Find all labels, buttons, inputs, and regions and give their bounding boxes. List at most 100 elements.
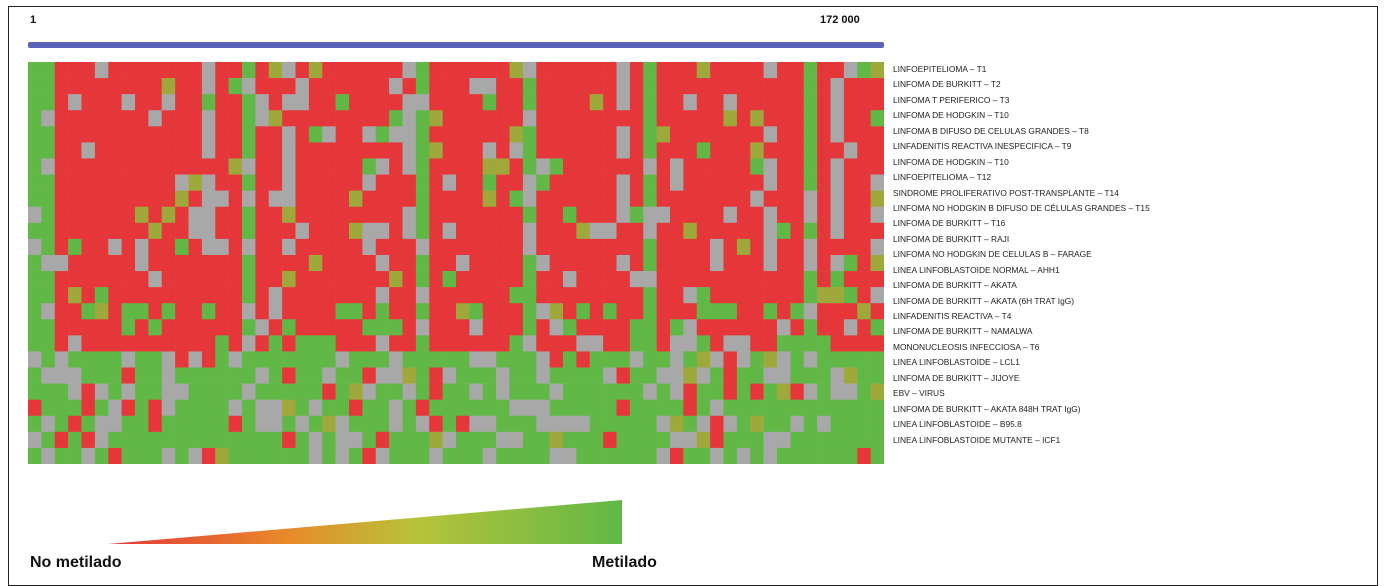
heatmap-cell bbox=[362, 238, 377, 256]
heatmap-cell bbox=[870, 206, 884, 224]
heatmap-cell bbox=[255, 190, 270, 208]
heatmap-cell bbox=[442, 62, 457, 79]
heatmap-cell bbox=[188, 415, 203, 433]
heatmap-cell bbox=[415, 415, 430, 433]
heatmap-cell bbox=[175, 303, 189, 320]
heatmap-cell bbox=[362, 158, 377, 175]
heatmap-cell bbox=[683, 158, 698, 175]
heatmap-cell bbox=[54, 94, 69, 111]
heatmap-cell bbox=[148, 222, 163, 240]
heatmap-cell bbox=[415, 222, 430, 240]
heatmap-cell bbox=[335, 158, 350, 175]
heatmap-cell bbox=[295, 238, 310, 256]
heatmap-cell bbox=[255, 367, 270, 384]
heatmap-cell bbox=[723, 271, 738, 288]
heatmap-cell bbox=[456, 287, 470, 304]
heatmap-cell bbox=[322, 62, 336, 79]
heatmap-cell bbox=[817, 78, 831, 95]
heatmap-cell bbox=[429, 319, 443, 336]
heatmap-cell bbox=[696, 94, 711, 111]
heatmap-cell bbox=[496, 78, 510, 95]
heatmap-cell bbox=[429, 287, 443, 304]
heatmap-cell bbox=[803, 303, 818, 320]
heatmap-cell bbox=[683, 415, 698, 433]
heatmap-cell bbox=[643, 62, 657, 79]
heatmap-cell bbox=[228, 78, 243, 95]
heatmap-cell bbox=[161, 415, 176, 433]
heatmap-cell bbox=[295, 158, 310, 175]
heatmap-cell bbox=[28, 174, 42, 191]
heatmap-cell bbox=[456, 271, 470, 288]
heatmap-cell bbox=[148, 319, 163, 336]
heatmap-cell bbox=[656, 238, 671, 256]
heatmap-cell bbox=[777, 78, 791, 95]
heatmap-cell bbox=[710, 287, 724, 304]
heatmap-cell bbox=[736, 319, 751, 336]
heatmap-cell bbox=[322, 238, 336, 256]
heatmap-cell bbox=[536, 367, 550, 384]
heatmap-cell bbox=[268, 367, 283, 384]
heatmap-cell bbox=[549, 303, 564, 320]
heatmap-cell bbox=[469, 447, 484, 464]
heatmap-cell bbox=[349, 126, 363, 143]
heatmap-cell bbox=[28, 254, 42, 272]
heatmap-cell bbox=[308, 174, 323, 191]
heatmap-cell bbox=[482, 62, 497, 79]
heatmap-cell bbox=[469, 206, 484, 224]
heatmap-cell bbox=[121, 174, 136, 191]
heatmap-cell bbox=[603, 415, 617, 433]
heatmap-cell bbox=[108, 399, 122, 417]
heatmap-cell bbox=[135, 319, 149, 336]
heatmap-cell bbox=[188, 110, 203, 127]
heatmap-cell bbox=[121, 78, 136, 95]
heatmap-cell bbox=[777, 303, 791, 320]
heatmap-cell bbox=[308, 447, 323, 464]
heatmap-cell bbox=[456, 335, 470, 352]
heatmap-cell bbox=[803, 174, 818, 191]
heatmap-cell bbox=[616, 110, 631, 127]
heatmap-cell bbox=[175, 126, 189, 143]
heatmap-cell bbox=[282, 383, 296, 400]
heatmap-cell bbox=[496, 190, 510, 208]
heatmap-cell bbox=[629, 383, 644, 400]
heatmap-cell bbox=[656, 335, 671, 352]
heatmap-cell bbox=[135, 78, 149, 95]
heatmap-cell bbox=[857, 367, 871, 384]
heatmap-cell bbox=[362, 142, 377, 159]
heatmap-cell bbox=[175, 110, 189, 127]
heatmap-cell bbox=[616, 399, 631, 417]
heatmap-cell bbox=[161, 142, 176, 159]
heatmap-cell bbox=[830, 447, 845, 464]
heatmap-cell bbox=[322, 110, 336, 127]
heatmap-cell bbox=[215, 222, 229, 240]
heatmap-cell bbox=[536, 271, 550, 288]
heatmap-cell bbox=[268, 126, 283, 143]
heatmap-cell bbox=[362, 431, 377, 449]
heatmap-cell bbox=[54, 351, 69, 368]
heatmap-cell bbox=[803, 254, 818, 272]
heatmap-cell bbox=[228, 110, 243, 127]
heatmap-cell bbox=[322, 190, 336, 208]
heatmap-cell bbox=[696, 399, 711, 417]
heatmap-cell bbox=[456, 383, 470, 400]
heatmap-cell bbox=[496, 319, 510, 336]
heatmap-cell bbox=[563, 126, 577, 143]
heatmap-cell bbox=[536, 142, 550, 159]
heatmap-cell bbox=[175, 319, 189, 336]
heatmap-cell bbox=[135, 190, 149, 208]
heatmap-cell bbox=[696, 110, 711, 127]
heatmap-cell bbox=[389, 447, 403, 464]
heatmap-cell bbox=[736, 399, 751, 417]
heatmap-cell bbox=[282, 126, 296, 143]
heatmap-cell bbox=[710, 190, 724, 208]
heatmap-cell bbox=[482, 399, 497, 417]
heatmap-cell bbox=[656, 319, 671, 336]
heatmap-cell bbox=[121, 110, 136, 127]
heatmap-cell bbox=[175, 78, 189, 95]
heatmap-cell bbox=[402, 254, 417, 272]
heatmap-cell bbox=[415, 319, 430, 336]
heatmap-cell bbox=[402, 222, 417, 240]
heatmap-cell bbox=[670, 238, 684, 256]
heatmap-cell bbox=[429, 303, 443, 320]
heatmap-cell bbox=[522, 126, 537, 143]
